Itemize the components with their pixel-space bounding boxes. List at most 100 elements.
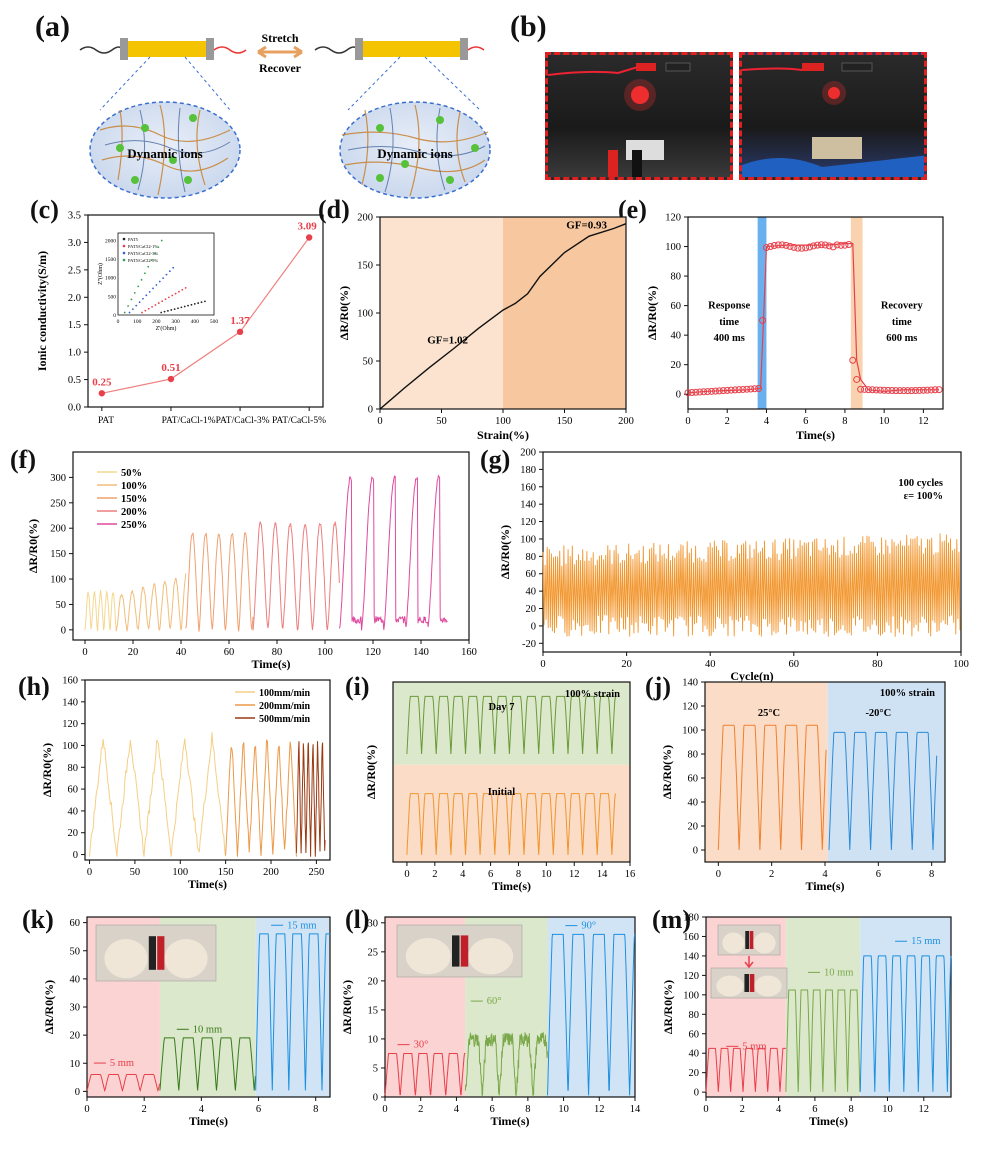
data-point <box>735 386 743 394</box>
x-axis-label: Time(s) <box>251 657 290 671</box>
inset-y-label: Z''(Ohm) <box>97 263 104 285</box>
y-tick-label: 140 <box>62 697 78 708</box>
stage-line <box>464 1031 548 1097</box>
x-tick-label: 80 <box>272 647 283 658</box>
y-tick-label: 60 <box>688 774 699 785</box>
y-tick-label: 0 <box>75 1087 80 1098</box>
data-point <box>888 387 896 395</box>
x-tick-label: 60 <box>224 647 235 658</box>
plot-frame <box>705 916 952 1098</box>
y-tick-label: 0 <box>693 846 698 857</box>
annotation: 90° <box>581 921 596 932</box>
y-tick-label: 60 <box>526 569 537 580</box>
legend-label: 50% <box>121 468 142 479</box>
y-axis-label: ΔR/R0(%) <box>40 743 54 797</box>
glove-left <box>716 975 744 997</box>
x-tick-label: 100 <box>317 647 333 658</box>
x-axis-label: Time(s) <box>805 879 844 893</box>
data-point <box>700 388 708 396</box>
inset-data-point <box>144 309 147 312</box>
y-axis-label: ΔR/R0(%) <box>660 745 674 799</box>
x-axis-label: Time(s) <box>796 428 835 442</box>
x-tick-label: 50 <box>130 867 141 878</box>
y-tick-label: 100 <box>62 741 78 752</box>
data-point <box>876 386 884 394</box>
data-point <box>912 387 920 395</box>
data-point <box>723 386 731 394</box>
legend-label: 200mm/min <box>259 701 311 712</box>
inset-data-point <box>187 304 189 307</box>
y-tick-label: 180 <box>520 465 536 476</box>
recovery-band <box>850 217 863 409</box>
annotation: 100% strain <box>565 689 620 700</box>
annotation: 30° <box>414 1040 429 1051</box>
x-tick-label: 8 <box>849 1104 854 1115</box>
y-tick-label: 3.5 <box>68 211 81 222</box>
x-tick-label: 8 <box>313 1104 318 1115</box>
data-point <box>696 388 704 396</box>
x-tick-label: 14 <box>630 1104 641 1115</box>
y-tick-label: 40 <box>70 974 81 985</box>
data-label: 0.51 <box>161 362 180 374</box>
x-tick-label: 100 <box>953 659 969 670</box>
down-arrow-icon <box>744 956 754 969</box>
data-point <box>711 387 719 395</box>
y-tick-label: 80 <box>688 750 699 761</box>
x-tick-label: 10 <box>879 416 890 427</box>
response-curve <box>687 243 940 394</box>
y-tick-label: 1.5 <box>68 320 81 331</box>
y-tick-label: 60 <box>689 1029 700 1040</box>
chart-i-group: 0 2 4 6 8 10 12 14 16 Time(s) ΔR/R0(%) 100% strain D… <box>364 681 635 893</box>
inset-data-point <box>133 292 136 294</box>
inset-data-point <box>171 294 174 297</box>
y-tick-label: 10 <box>368 1034 379 1045</box>
clip-red <box>749 931 754 949</box>
x-tick-label: 160 <box>461 647 477 658</box>
series-line-150% <box>185 532 254 632</box>
y-tick-label: 0 <box>531 621 536 632</box>
x-tick-label: 4 <box>199 1104 205 1115</box>
x-tick-label: 20 <box>128 647 139 658</box>
data-point <box>692 388 700 396</box>
inset-data-point <box>157 246 160 249</box>
data-point <box>774 241 782 249</box>
inset-x-tick: 100 <box>133 319 142 325</box>
y-tick-label: 20 <box>688 822 699 833</box>
x-tick-label: 0 <box>377 416 382 427</box>
y-axis-label: Ionic conductivity(S/m) <box>35 251 49 371</box>
x-axis-label: Time(s) <box>492 879 531 893</box>
hydrogel-strip <box>128 41 206 57</box>
panel-letter-h: (h) <box>18 672 50 701</box>
annotation: Day 7 <box>489 702 515 713</box>
gauge-factor-curve <box>379 223 627 410</box>
glove-left <box>722 932 745 954</box>
schematic-diagram: Dynamic ions Stretch Recover Dynamic ion… <box>79 31 491 199</box>
y-tick-label: 50 <box>56 600 67 611</box>
legend-label: 200% <box>121 507 147 518</box>
series-line-200mm/min <box>225 739 297 857</box>
y-tick-label: 180 <box>683 913 699 924</box>
inset-y-tick: 0 <box>113 313 116 319</box>
x-tick-label: 2 <box>725 416 730 427</box>
data-point <box>817 241 825 249</box>
plot-frame <box>84 679 331 861</box>
y-tick-label: 2.0 <box>68 293 81 304</box>
inset-data-point <box>154 252 156 255</box>
data-point <box>904 387 912 395</box>
inset-data-point <box>174 292 177 295</box>
y-tick-label: 150 <box>50 549 66 560</box>
x-tick-label: 100 <box>172 867 188 878</box>
chart-h-group: 0 50 100 150 200 250 0 20 40 60 80 100 120 140 160 Time… <box>40 676 331 891</box>
x-tick-label: 50 <box>436 416 447 427</box>
glove-left <box>405 938 451 975</box>
inset-legend-label: PAT5 <box>128 237 139 242</box>
y-tick-label: 80 <box>68 763 79 774</box>
x-tick-label: 12 <box>919 1104 930 1115</box>
x-tick-label: 6 <box>876 869 881 880</box>
y-axis-label: ΔR/R0(%) <box>26 519 40 573</box>
glove-right <box>164 939 208 979</box>
x-tick-label: 0 <box>404 869 409 880</box>
y-tick-label: 160 <box>62 676 78 687</box>
x-tick-label: 0 <box>84 1104 89 1115</box>
series-line-100mm/min <box>89 732 227 857</box>
